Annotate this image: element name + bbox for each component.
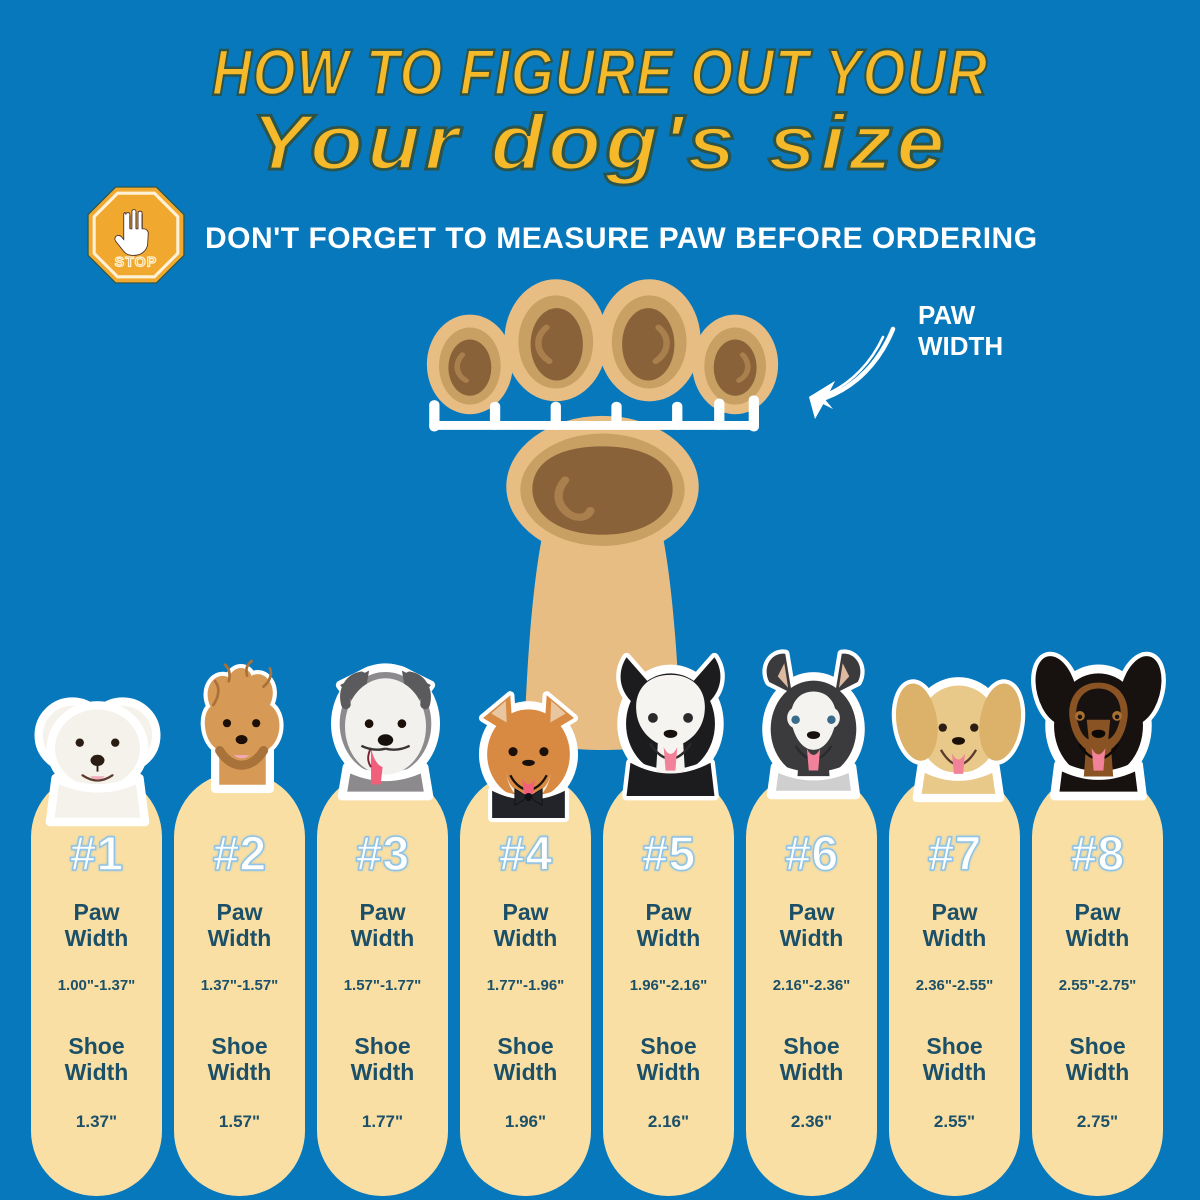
svg-text:STOP: STOP: [115, 255, 158, 271]
